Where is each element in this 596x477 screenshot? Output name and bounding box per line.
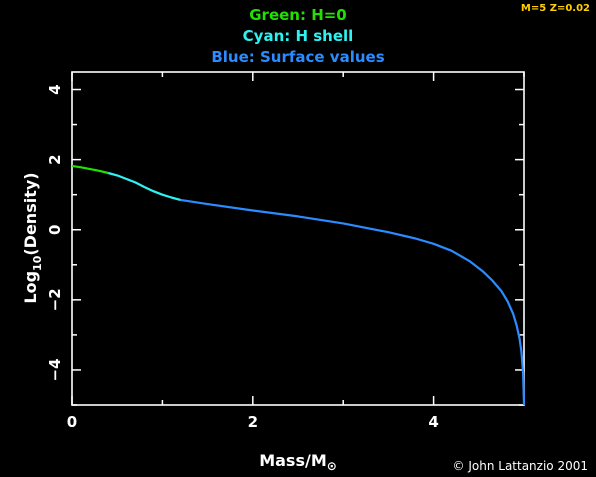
legend-line-green: Green: H=0 (249, 6, 347, 24)
legend-line-blue: Blue: Surface values (211, 48, 385, 66)
sun-symbol-icon: ⊙ (327, 459, 337, 473)
x-tick-label: 0 (67, 413, 77, 431)
series-line-blue (180, 198, 526, 406)
y-tick-label: 2 (46, 154, 64, 164)
y-axis-label: Log10(Density) (21, 172, 44, 303)
y-tick-label: −2 (46, 288, 64, 311)
y-tick-label: −4 (46, 358, 64, 381)
y-tick-label: 4 (46, 84, 64, 94)
model-parameters-label: M=5 Z=0.02 (520, 3, 590, 14)
data-series (71, 164, 526, 406)
series-line-cyan (107, 171, 181, 201)
x-tick-label: 4 (428, 413, 438, 431)
credit-text: © John Lattanzio 2001 (452, 459, 588, 473)
series-line-green (71, 164, 109, 175)
x-axis-label-text: Mass/M (259, 451, 327, 470)
x-axis-label: Mass/M⊙ (259, 451, 337, 473)
y-axis-label-prefix: Log (21, 271, 40, 304)
x-tick-label: 2 (248, 413, 258, 431)
y-axis-label-suffix: (Density) (21, 172, 40, 255)
axis-ticks (71, 72, 525, 406)
axis-tick-labels: 0 2 4 4 2 0 −2 −4 (46, 84, 439, 431)
y-axis-label-subscript: 10 (31, 255, 44, 271)
y-tick-label: 0 (46, 225, 64, 235)
legend-line-cyan: Cyan: H shell (242, 27, 354, 45)
plot-frame (71, 71, 525, 406)
